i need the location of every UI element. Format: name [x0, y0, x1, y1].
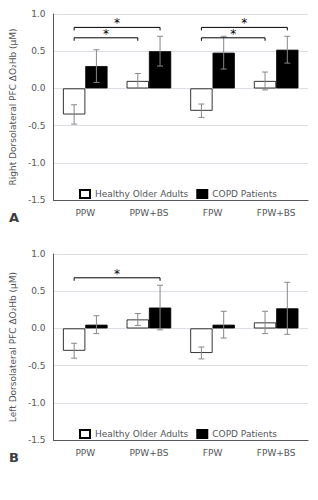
svg-text:1.0: 1.0 — [31, 249, 46, 259]
svg-text:PPW: PPW — [75, 208, 95, 218]
svg-text:-1.5: -1.5 — [28, 195, 46, 205]
svg-text:0.0: 0.0 — [31, 323, 46, 333]
svg-text:B: B — [9, 450, 19, 465]
svg-text:0.0: 0.0 — [31, 83, 46, 93]
svg-text:Healthy Older Adults: Healthy Older Adults — [95, 429, 189, 439]
svg-text:PPW: PPW — [75, 448, 95, 458]
svg-text:-1.0: -1.0 — [28, 398, 46, 408]
svg-text:1.0: 1.0 — [31, 9, 46, 19]
svg-text:-0.5: -0.5 — [28, 121, 46, 131]
svg-text:FPW: FPW — [203, 208, 223, 218]
svg-text:*: * — [103, 27, 109, 41]
svg-text:FPW+BS: FPW+BS — [257, 448, 296, 458]
svg-text:COPD Patients: COPD Patients — [212, 429, 277, 439]
svg-text:Healthy Older Adults: Healthy Older Adults — [95, 189, 189, 199]
svg-text:0.5: 0.5 — [31, 46, 45, 56]
svg-text:PPW+BS: PPW+BS — [129, 208, 168, 218]
svg-text:FPW+BS: FPW+BS — [257, 208, 296, 218]
svg-text:0.5: 0.5 — [31, 286, 45, 296]
svg-text:*: * — [230, 27, 236, 41]
svg-text:-1.0: -1.0 — [28, 158, 46, 168]
svg-text:A: A — [9, 210, 19, 225]
svg-text:COPD Patients: COPD Patients — [212, 189, 277, 199]
svg-text:-1.5: -1.5 — [28, 435, 46, 445]
svg-text:PPW+BS: PPW+BS — [129, 448, 168, 458]
svg-text:-0.5: -0.5 — [28, 361, 46, 371]
svg-text:Left Dorsolateral PFC ΔO₂Hb (μ: Left Dorsolateral PFC ΔO₂Hb (μM) — [8, 272, 18, 422]
svg-text:*: * — [114, 16, 120, 30]
svg-text:Right Dorsolateral PFC ΔO₂Hb (: Right Dorsolateral PFC ΔO₂Hb (μM) — [8, 28, 18, 185]
svg-text:*: * — [241, 16, 247, 30]
svg-text:*: * — [114, 267, 120, 281]
svg-text:FPW: FPW — [203, 448, 223, 458]
